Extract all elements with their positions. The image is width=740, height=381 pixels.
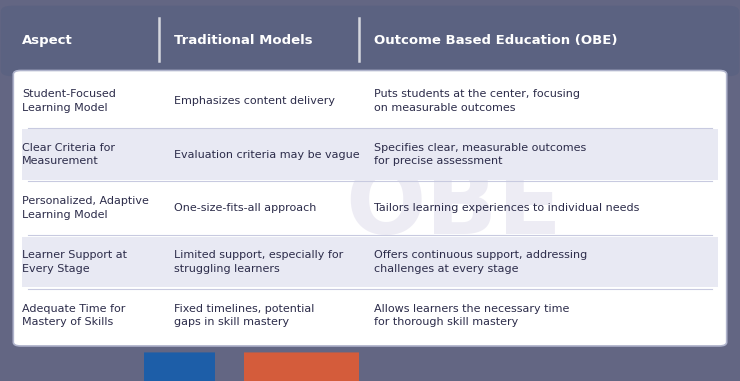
Bar — [359, 352, 740, 381]
Bar — [22, 130, 718, 180]
Text: Allows learners the necessary time
for thorough skill mastery: Allows learners the necessary time for t… — [374, 304, 569, 327]
Text: Puts students at the center, focusing
on measurable outcomes: Puts students at the center, focusing on… — [374, 89, 579, 113]
Text: Offers continuous support, addressing
challenges at every stage: Offers continuous support, addressing ch… — [374, 250, 587, 274]
Text: Student-Focused
Learning Model: Student-Focused Learning Model — [22, 89, 116, 113]
Text: Clear Criteria for
Measurement: Clear Criteria for Measurement — [22, 143, 115, 166]
FancyBboxPatch shape — [1, 6, 739, 76]
Text: Outcome Based Education (OBE): Outcome Based Education (OBE) — [374, 34, 617, 48]
Text: Tailors learning experiences to individual needs: Tailors learning experiences to individu… — [374, 203, 639, 213]
Text: Limited support, especially for
struggling learners: Limited support, especially for struggli… — [174, 250, 343, 274]
Text: Fixed timelines, potential
gaps in skill mastery: Fixed timelines, potential gaps in skill… — [174, 304, 314, 327]
Bar — [12, 44, 728, 70]
Text: Aspect: Aspect — [22, 34, 73, 48]
Bar — [244, 352, 359, 381]
Text: Evaluation criteria may be vague: Evaluation criteria may be vague — [174, 150, 360, 160]
Bar — [215, 352, 244, 381]
Bar — [22, 237, 718, 287]
Text: Learner Support at
Every Stage: Learner Support at Every Stage — [22, 250, 127, 274]
Bar — [0, 352, 144, 381]
Bar — [144, 352, 215, 381]
Text: Traditional Models: Traditional Models — [174, 34, 312, 48]
Text: Personalized, Adaptive
Learning Model: Personalized, Adaptive Learning Model — [22, 197, 149, 220]
Text: Emphasizes content delivery: Emphasizes content delivery — [174, 96, 335, 106]
FancyBboxPatch shape — [13, 70, 727, 346]
Text: Adequate Time for
Mastery of Skills: Adequate Time for Mastery of Skills — [22, 304, 126, 327]
Text: OBE: OBE — [346, 162, 562, 254]
FancyBboxPatch shape — [1, 6, 739, 352]
Text: Specifies clear, measurable outcomes
for precise assessment: Specifies clear, measurable outcomes for… — [374, 143, 586, 166]
Text: One-size-fits-all approach: One-size-fits-all approach — [174, 203, 316, 213]
